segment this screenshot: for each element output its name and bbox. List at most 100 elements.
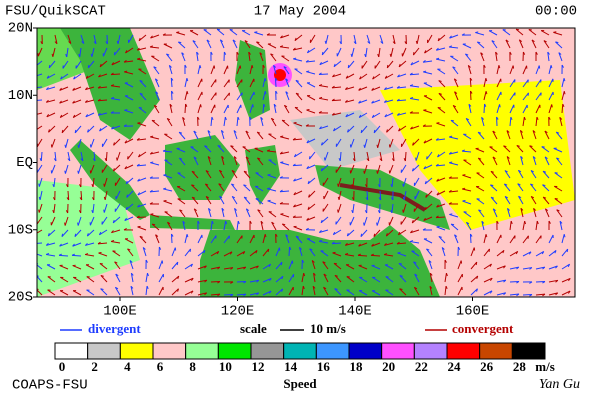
wind-arrow-head <box>461 33 465 36</box>
wind-arrow-head <box>149 176 153 179</box>
wind-arrow-head <box>87 129 89 133</box>
wind-arrow-head <box>248 51 251 55</box>
wind-arrow <box>37 86 43 89</box>
wind-arrow <box>483 248 490 257</box>
wind-arrow-head <box>510 220 513 225</box>
wind-arrow <box>391 177 394 188</box>
wind-arrow <box>275 247 280 257</box>
wind-arrow <box>80 34 85 44</box>
wind-arrow <box>436 226 446 231</box>
wind-arrow-head <box>478 209 482 212</box>
wind-arrow-head <box>383 242 387 246</box>
wind-arrow-head <box>445 285 448 290</box>
wind-arrow <box>437 107 446 114</box>
wind-arrow <box>178 131 186 140</box>
wind-arrow-head <box>536 220 539 225</box>
wind-arrow-head <box>150 135 154 138</box>
wind-arrow <box>184 248 191 257</box>
wind-arrow-head <box>345 114 349 118</box>
wind-arrow <box>257 157 264 166</box>
wind-arrow <box>492 208 498 218</box>
wind-arrow <box>448 190 459 193</box>
wind-arrow-head <box>280 35 283 39</box>
wind-arrow <box>424 47 433 54</box>
wind-arrow <box>155 91 160 101</box>
wind-arrow-head <box>489 277 493 281</box>
wind-arrow-head <box>319 126 322 130</box>
wind-arrow <box>554 185 563 192</box>
wind-arrow <box>522 65 528 75</box>
wind-arrow-head <box>111 230 114 234</box>
wind-arrow <box>462 188 472 192</box>
wind-arrow-head <box>346 233 349 237</box>
wind-arrow <box>184 263 193 270</box>
wind-arrow-head <box>321 142 323 146</box>
wind-arrow <box>145 273 148 283</box>
wind-arrow-head <box>385 233 388 237</box>
wind-arrow <box>309 248 316 257</box>
wind-arrow <box>509 280 520 283</box>
wind-arrow <box>502 29 511 36</box>
wind-arrow-head <box>279 176 283 179</box>
wind-arrow <box>162 150 173 153</box>
wind-arrow-head <box>110 111 114 114</box>
wind-arrow <box>347 125 355 133</box>
wind-arrow-head <box>411 168 414 172</box>
wind-arrow-head <box>45 99 49 103</box>
wind-arrow <box>267 200 277 205</box>
wind-arrow-head <box>186 91 189 95</box>
wind-arrow <box>322 177 329 186</box>
wind-arrow <box>412 138 420 146</box>
wind-arrow <box>268 159 277 166</box>
wind-arrow-head <box>230 294 234 297</box>
wind-arrow <box>522 117 525 127</box>
wind-arrow <box>384 254 394 257</box>
wind-arrow-head <box>409 240 414 243</box>
wind-arrow-head <box>505 39 509 43</box>
wind-arrow <box>542 170 550 179</box>
wind-arrow-head <box>98 74 101 78</box>
wind-arrow-head <box>33 99 36 101</box>
wind-arrow-head <box>97 98 101 102</box>
wind-arrow-head <box>550 65 553 69</box>
wind-arrow <box>453 78 459 88</box>
wind-arrow-head <box>309 248 313 251</box>
wind-arrow <box>163 188 173 192</box>
wind-arrow <box>46 112 56 118</box>
wind-arrow-head <box>559 116 563 120</box>
wind-arrow-head <box>409 111 413 114</box>
colorbar-swatch <box>446 342 481 360</box>
wind-arrow <box>270 118 277 127</box>
wind-arrow <box>37 47 43 57</box>
wind-arrow <box>192 40 199 49</box>
wind-arrow <box>151 223 160 231</box>
wind-arrow-head <box>270 53 274 56</box>
wind-arrow <box>210 92 217 101</box>
wind-arrow <box>515 28 524 36</box>
wind-arrow <box>193 208 199 218</box>
wind-arrow-head <box>365 197 369 201</box>
wind-arrow <box>189 30 199 36</box>
wind-arrow-head <box>485 91 488 95</box>
wind-arrow <box>384 99 394 103</box>
wind-arrow <box>204 145 212 153</box>
lat-label: EQ <box>16 155 33 171</box>
wind-arrow-head <box>502 250 505 254</box>
wind-arrow <box>475 186 485 192</box>
wind-arrow <box>307 177 316 185</box>
wind-arrow <box>87 229 95 237</box>
wind-arrow-head <box>179 157 183 160</box>
wind-arrow-head <box>34 128 35 131</box>
wind-arrow-head <box>556 157 560 160</box>
wind-arrow-head <box>334 288 338 290</box>
wind-arrow <box>410 60 420 66</box>
wind-arrow <box>114 203 121 212</box>
wind-arrow-head <box>182 116 186 120</box>
wind-arrow-head <box>563 78 566 82</box>
wind-arrow <box>388 216 394 226</box>
wind-arrow <box>104 190 108 200</box>
wind-arrow <box>548 250 557 257</box>
wind-arrow-head <box>72 114 76 118</box>
wind-arrow <box>376 164 381 174</box>
wind-arrow-head <box>170 77 174 81</box>
